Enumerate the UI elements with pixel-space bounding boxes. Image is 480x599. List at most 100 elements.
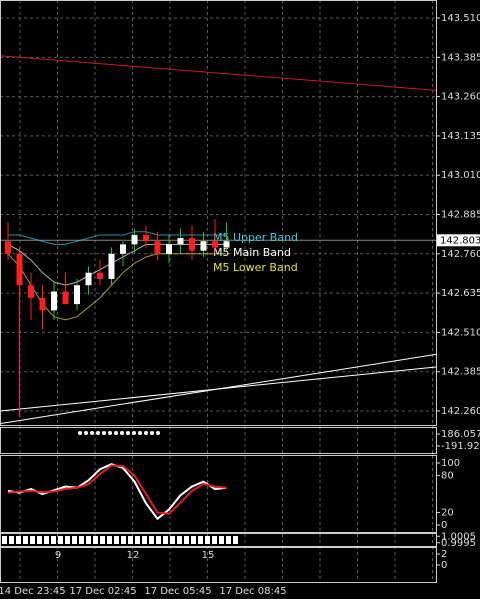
panel-border (0, 427, 437, 454)
indicator-block (170, 536, 175, 544)
indicator-block (2, 536, 7, 544)
candle-body (62, 291, 69, 305)
indicator-block (23, 536, 28, 544)
y-tick-label: 100 (441, 458, 460, 469)
y-tick-label: 80 (441, 470, 454, 481)
candle-body (177, 238, 184, 245)
y-tick-label: 142.510 (441, 327, 480, 338)
y-tick-label: -191.924 (441, 441, 480, 452)
y-tick-label: 142.385 (441, 367, 480, 378)
candle-body (108, 253, 115, 279)
candle-body (51, 291, 57, 311)
indicator-dot (102, 431, 106, 435)
y-tick-label: 143.260 (441, 92, 480, 103)
y-tick-label: 2 (441, 549, 447, 560)
candle-body (189, 238, 195, 251)
y-tick-label: 143.135 (441, 131, 480, 142)
panel-border (0, 547, 437, 583)
indicator-block (93, 536, 98, 544)
indicator-block (198, 536, 203, 544)
last-price-label: 142.803 (440, 235, 480, 246)
legend-entry: M5 Upper Band (213, 231, 298, 244)
indicator-block (16, 536, 21, 544)
hour-label: 9 (55, 550, 61, 561)
panel-border (0, 533, 437, 547)
indicator-block (100, 536, 105, 544)
indicator-dot (150, 431, 154, 435)
time-label: 17 Dec 05:45 (144, 586, 211, 597)
indicator-block (30, 536, 35, 544)
indicator-dot (96, 431, 100, 435)
indicator-block (142, 536, 147, 544)
indicator-dot (78, 431, 82, 435)
candle-body (143, 234, 149, 242)
indicator-dot (138, 431, 142, 435)
indicator-block (177, 536, 182, 544)
y-tick-label: 186.0571 (441, 429, 480, 440)
candle-body (223, 241, 230, 248)
y-tick-label: 0 (441, 560, 447, 571)
y-tick-label: 0 (441, 520, 447, 531)
candle-body (28, 285, 34, 298)
indicator-block (51, 536, 56, 544)
trend-line (0, 55, 437, 91)
time-label: 14 Dec 23:45 (0, 586, 66, 597)
indicator-block (163, 536, 168, 544)
panel-border (0, 455, 437, 533)
hour-label: 15 (202, 550, 215, 561)
indicator-block (233, 536, 238, 544)
candle-body (120, 244, 126, 254)
indicator-block (72, 536, 77, 544)
y-tick-label: 1.0005 (441, 531, 476, 542)
indicator-block (79, 536, 84, 544)
candle-body (97, 272, 103, 279)
hour-label: 12 (127, 550, 140, 561)
y-tick-label: 20 (441, 508, 454, 519)
indicator-block (58, 536, 63, 544)
indicator-dot (84, 431, 88, 435)
indicator-dot (132, 431, 136, 435)
y-tick-label: 0.9995 (441, 538, 476, 549)
oscillator-line (7, 464, 227, 515)
y-tick-label: 143.385 (441, 52, 480, 63)
indicator-dot (120, 431, 124, 435)
candle-body (200, 241, 207, 251)
candle-body (16, 253, 23, 286)
indicator-block (107, 536, 112, 544)
trend-line (0, 366, 437, 412)
time-label: 17 Dec 02:45 (69, 586, 136, 597)
time-label: 17 Dec 08:45 (219, 586, 286, 597)
candle-body (74, 285, 80, 305)
indicator-block (219, 536, 224, 544)
indicator-block (135, 536, 140, 544)
indicator-block (226, 536, 231, 544)
candle-body (131, 234, 138, 245)
indicator-block (114, 536, 119, 544)
candle-body (166, 244, 172, 254)
candle-body (39, 297, 46, 311)
legend-entry: M5 Lower Band (213, 261, 298, 274)
indicator-block (121, 536, 126, 544)
candle-body (5, 241, 11, 254)
indicator-block (205, 536, 210, 544)
indicator-block (212, 536, 217, 544)
indicator-dot (156, 431, 160, 435)
indicator-dot (108, 431, 112, 435)
indicator-block (44, 536, 49, 544)
y-tick-label: 142.260 (441, 406, 480, 417)
indicator-dot (114, 431, 118, 435)
indicator-dot (126, 431, 130, 435)
y-tick-label: 142.635 (441, 288, 480, 299)
indicator-block (65, 536, 70, 544)
indicator-block (191, 536, 196, 544)
y-tick-label: 142.760 (441, 249, 480, 260)
indicator-block (9, 536, 14, 544)
band-line (8, 231, 227, 245)
indicator-block (128, 536, 133, 544)
indicator-block (37, 536, 42, 544)
indicator-block (149, 536, 154, 544)
y-tick-label: 142.885 (441, 210, 480, 221)
panel-border (0, 0, 437, 426)
